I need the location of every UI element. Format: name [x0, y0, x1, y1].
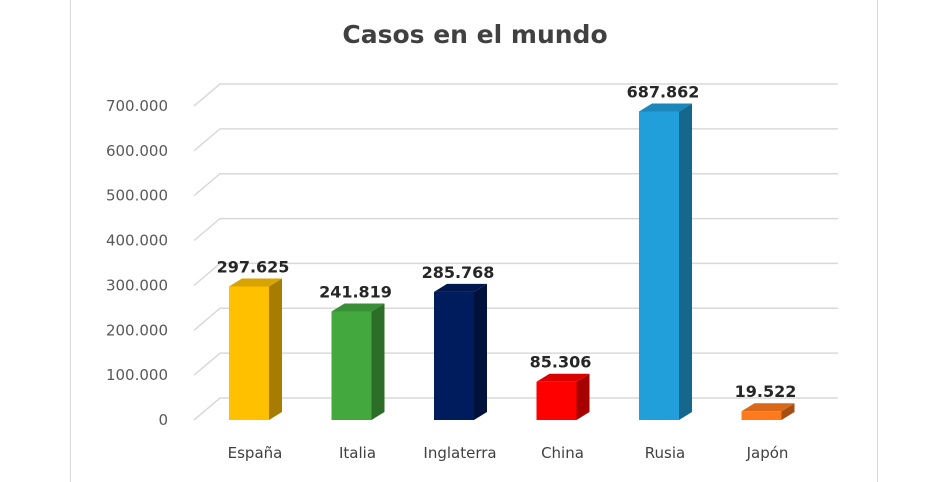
chart-title: Casos en el mundo [342, 20, 608, 49]
bar-top [229, 278, 282, 287]
y-tick-label: 0 [158, 411, 168, 429]
data-label: 285.768 [422, 263, 495, 282]
bar [741, 403, 795, 420]
gridline [193, 172, 838, 197]
bar-top [331, 303, 385, 312]
data-label: 687.862 [627, 82, 700, 101]
y-tick-label: 300.000 [106, 276, 168, 294]
data-label: 19.522 [735, 382, 797, 401]
category-labels: España Italia Inglaterra China Rusia Japón [228, 444, 789, 462]
gridline [193, 307, 838, 331]
data-label: 297.625 [217, 257, 290, 276]
bar-front [229, 286, 269, 420]
bar [331, 303, 385, 420]
bar-side [269, 278, 282, 420]
bar-side [371, 303, 385, 420]
bar-side [679, 103, 692, 420]
gridline [193, 397, 838, 421]
bar-side [576, 373, 590, 420]
bar-top [639, 103, 692, 112]
gridline [193, 83, 838, 107]
category-label: Japón [746, 444, 789, 462]
bar [639, 103, 692, 420]
bar-side [781, 403, 795, 420]
gridlines [193, 83, 838, 421]
bar-front [741, 411, 782, 420]
gridline [193, 128, 838, 152]
bar [434, 283, 487, 420]
y-tick-label: 200.000 [106, 321, 168, 339]
y-tick-label: 700.000 [106, 97, 168, 115]
bar-top [536, 373, 590, 382]
y-tick-label: 600.000 [106, 142, 168, 160]
bar-top [434, 283, 487, 292]
y-tick-label: 100.000 [106, 366, 168, 384]
gridline [193, 262, 838, 287]
y-tick-label: 500.000 [106, 187, 168, 205]
bars [229, 103, 795, 420]
bar-side [474, 283, 487, 420]
data-label: 85.306 [530, 353, 592, 372]
y-tick-label: 400.000 [106, 232, 168, 250]
bar-front [639, 111, 679, 420]
y-axis-ticks: 0 100.000 200.000 300.000 400.000 500.000 600.… [106, 97, 168, 429]
category-label: Inglaterra [423, 444, 496, 462]
category-label: China [541, 444, 584, 462]
gridline [193, 352, 838, 376]
category-label: Rusia [645, 444, 685, 462]
bar [536, 373, 590, 420]
bar-front [331, 311, 372, 420]
bar-top [741, 403, 795, 412]
data-labels: 297.625 241.819 285.768 85.306 687.862 19.522 [217, 82, 797, 401]
data-label: 241.819 [319, 283, 392, 302]
bar [229, 278, 282, 420]
bar-front [434, 291, 474, 420]
gridline [193, 217, 838, 242]
bar-front [536, 381, 577, 420]
category-label: Italia [339, 444, 376, 462]
category-label: España [228, 444, 283, 462]
